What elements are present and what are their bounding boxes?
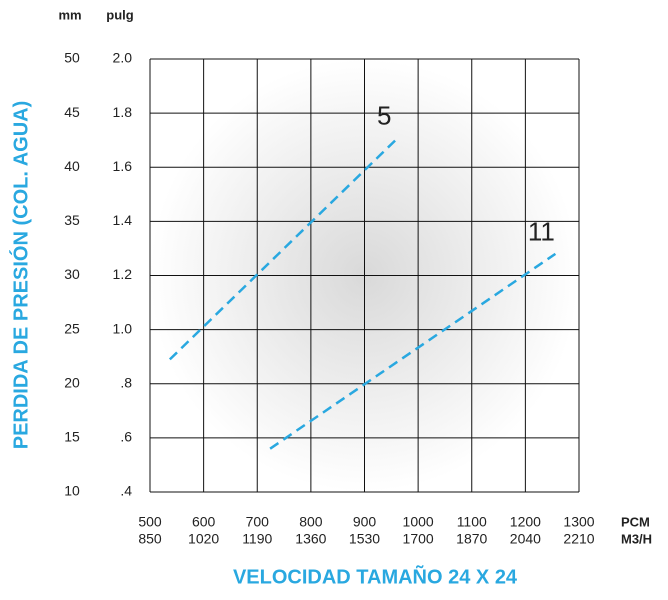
x-tick-label: 1200 (510, 514, 541, 530)
y-tick-label: 2.0 (113, 50, 133, 66)
x-tick-label: 1300 (563, 514, 594, 530)
x2-tick-label: 1360 (295, 531, 326, 547)
y-tick-label: 1.0 (113, 320, 133, 336)
y2-tick-label: 15 (64, 429, 80, 445)
y2-tick-label: 50 (64, 50, 80, 66)
x2-tick-label: 1870 (456, 531, 487, 547)
x-tick-label: 600 (192, 514, 216, 530)
series-line (168, 136, 400, 361)
x2-tick-label: 1530 (349, 531, 380, 547)
y2-tick-label: 30 (64, 266, 80, 282)
y-tick-label: 1.2 (113, 266, 133, 282)
x-unit: PCM (621, 514, 650, 529)
y2-tick-label: 40 (64, 158, 80, 174)
x2-tick-label: 1700 (403, 531, 434, 547)
series-label: 11 (528, 217, 555, 247)
y2-tick-label: 25 (64, 320, 80, 336)
y-axis-title: PERDIDA DE PRESIÓN (COL. AGUA) (8, 101, 32, 450)
y2-tick-label: 20 (64, 374, 80, 390)
x-tick-label: 1000 (403, 514, 434, 530)
x2-tick-label: 2040 (510, 531, 541, 547)
y-tick-label: 1.6 (113, 158, 133, 174)
y-tick-label: 1.8 (113, 104, 133, 120)
y-tick-label: .6 (120, 429, 132, 445)
y2-unit: mm (58, 7, 81, 22)
x-axis-title: VELOCIDAD TAMAÑO 24 X 24 (233, 565, 518, 588)
series-line (269, 252, 557, 450)
x-tick-label: 900 (353, 514, 377, 530)
x-tick-label: 700 (246, 514, 270, 530)
y2-tick-label: 35 (64, 212, 80, 228)
x2-unit: M3/H (621, 531, 652, 546)
y-tick-label: .4 (120, 483, 132, 499)
x-tick-label: 1100 (457, 514, 487, 530)
y2-tick-label: 10 (64, 483, 80, 499)
x2-tick-label: 2210 (563, 531, 594, 547)
y-tick-label: .8 (120, 374, 132, 390)
x-tick-label: 500 (138, 514, 162, 530)
y2-tick-label: 45 (64, 104, 80, 120)
x-tick-label: 800 (299, 514, 323, 530)
y-unit: pulg (106, 7, 133, 22)
x2-tick-label: 1020 (188, 531, 219, 547)
x2-tick-label: 1190 (242, 531, 272, 547)
y-tick-label: 1.4 (113, 212, 133, 228)
series-label: 5 (377, 100, 391, 130)
x2-tick-label: 850 (138, 531, 162, 547)
